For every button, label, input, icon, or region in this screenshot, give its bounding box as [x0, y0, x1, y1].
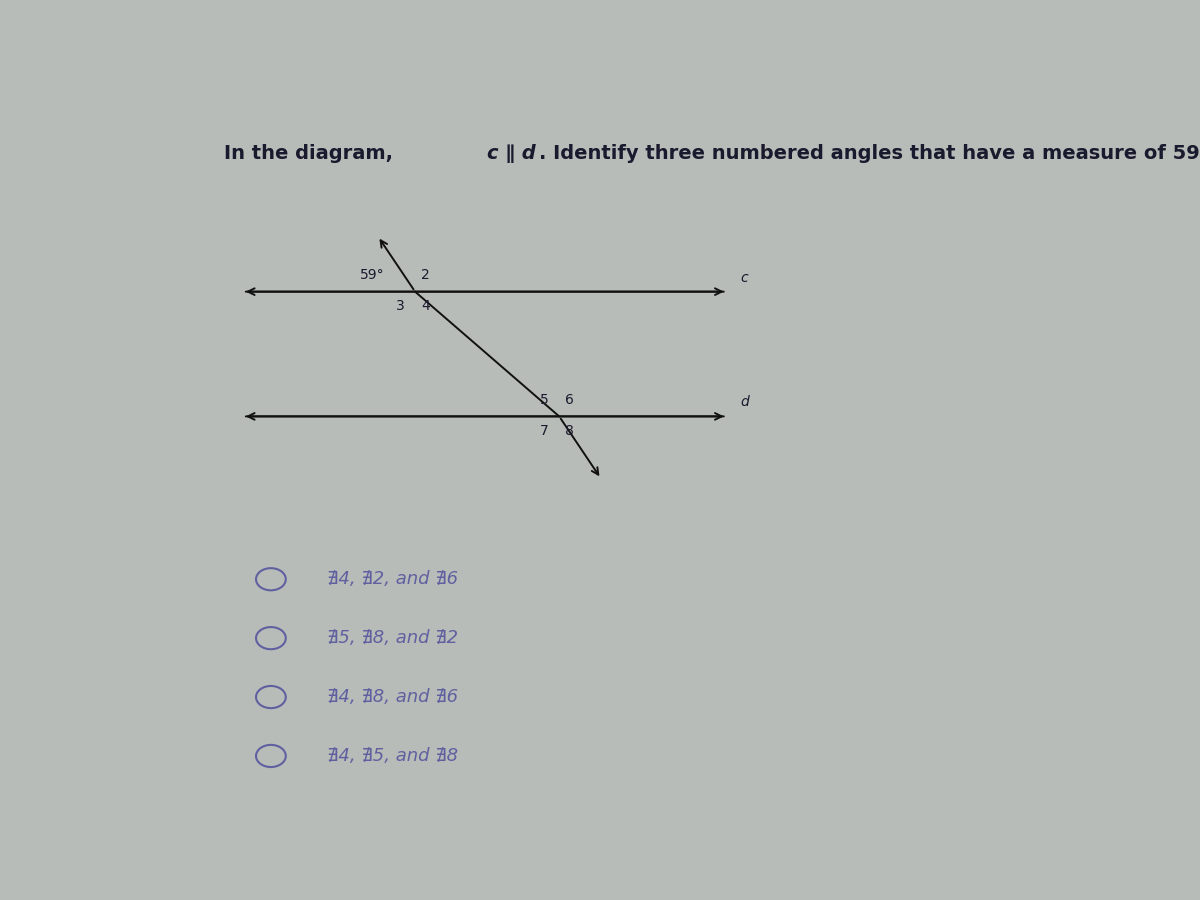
Text: ∄4, ∄2, and ∄6: ∄4, ∄2, and ∄6: [326, 571, 458, 589]
Text: In the diagram,: In the diagram,: [224, 143, 400, 163]
Text: 7: 7: [540, 424, 548, 438]
Text: c ∥ d: c ∥ d: [487, 143, 535, 163]
Text: c: c: [740, 271, 748, 284]
Text: 5: 5: [540, 393, 548, 407]
Text: ∄4, ∄5, and ∄8: ∄4, ∄5, and ∄8: [326, 747, 458, 765]
Text: 8: 8: [565, 424, 575, 438]
Text: . Identify three numbered angles that have a measure of 59°.: . Identify three numbered angles that ha…: [539, 143, 1200, 163]
Text: 59°: 59°: [360, 268, 384, 283]
Text: ∄5, ∄8, and ∄2: ∄5, ∄8, and ∄2: [326, 629, 458, 647]
Text: 6: 6: [565, 393, 575, 407]
Text: 3: 3: [396, 300, 404, 313]
Text: 4: 4: [421, 300, 430, 313]
Text: d: d: [740, 395, 749, 410]
Text: 2: 2: [421, 268, 430, 283]
Text: ∄4, ∄8, and ∄6: ∄4, ∄8, and ∄6: [326, 688, 458, 706]
